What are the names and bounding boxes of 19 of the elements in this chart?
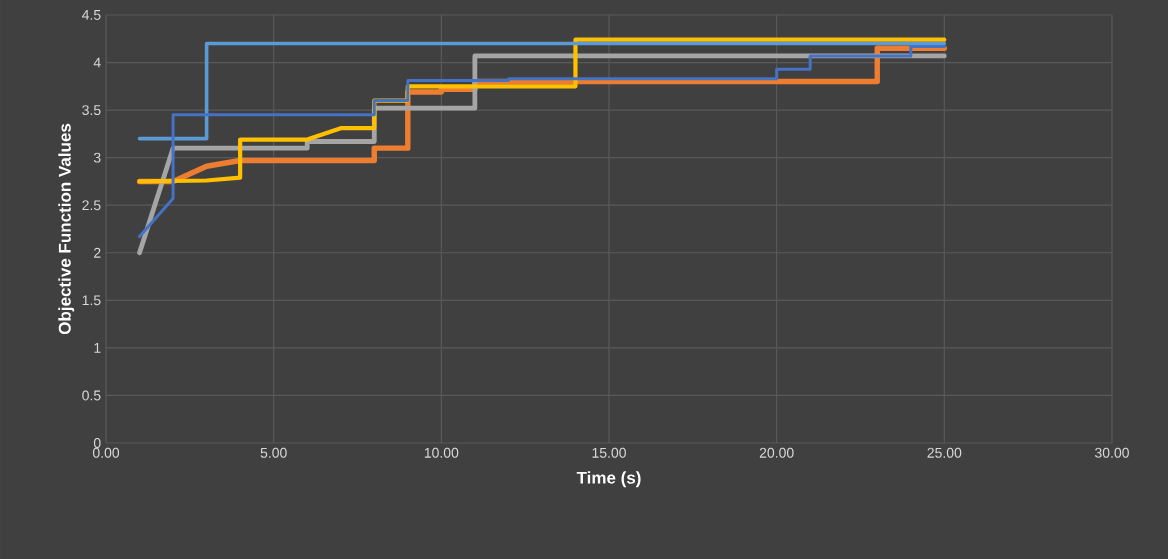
x-tick-label: 20.00 xyxy=(759,447,794,458)
y-tick-label: 2.5 xyxy=(82,200,101,211)
x-tick-label: 0.00 xyxy=(92,447,120,458)
y-tick-label: 3.5 xyxy=(82,105,101,116)
y-axis-title: Objective Function Values xyxy=(58,123,75,335)
y-tick-label: 3 xyxy=(93,152,101,163)
y-tick-label: 2 xyxy=(94,247,101,258)
y-tick-label: 4 xyxy=(93,57,101,68)
x-tick-label: 10.00 xyxy=(424,447,459,458)
y-tick-label: 4.5 xyxy=(82,10,101,20)
x-tick-label: 5.00 xyxy=(260,447,287,458)
y-tick-label: 0.5 xyxy=(82,390,101,401)
x-tick-label: 15.00 xyxy=(592,447,626,458)
x-tick-label: 25.00 xyxy=(927,447,962,458)
x-tick-label: 30.00 xyxy=(1095,447,1129,458)
y-tick-label: 1.5 xyxy=(82,295,101,306)
x-axis-title: Time (s) xyxy=(576,471,641,488)
y-tick-label: 1 xyxy=(94,343,101,353)
y-tick-label: 0 xyxy=(93,438,101,448)
